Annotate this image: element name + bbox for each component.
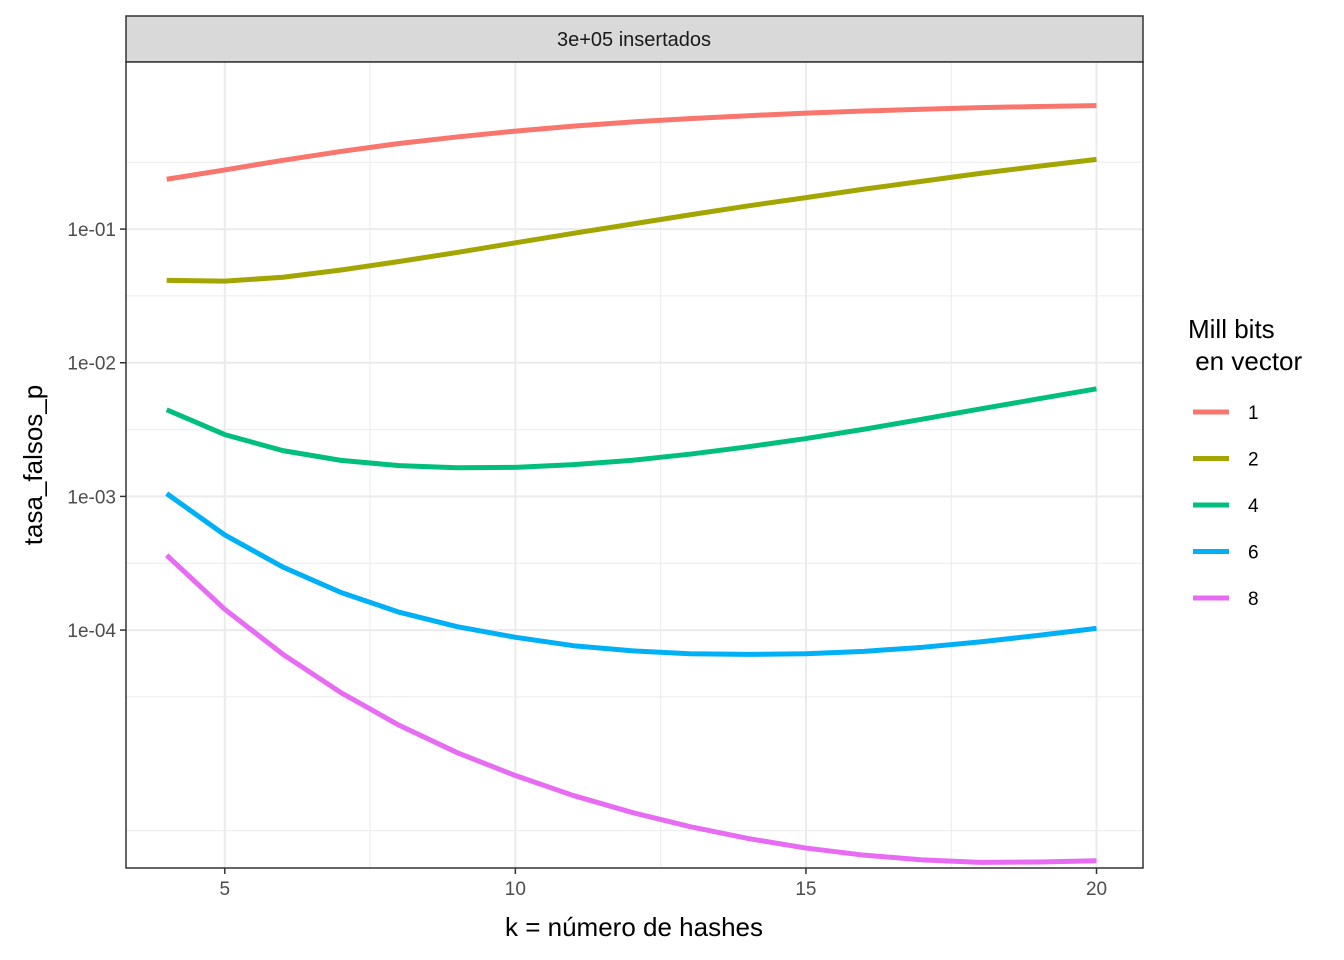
legend-label-6: 6	[1248, 543, 1259, 564]
y-axis-title: tasa_falsos_p	[18, 385, 48, 545]
legend-label-4: 4	[1248, 496, 1259, 517]
legend: Mill bits en vector 1 2 4 6 8	[1188, 314, 1303, 610]
x-tick-label: 15	[795, 879, 816, 900]
x-axis-title: k = número de hashes	[505, 912, 763, 942]
facet-strip-label: 3e+05 insertados	[557, 29, 711, 51]
y-tick-label: 1e-01	[67, 220, 116, 241]
series-line-1	[166, 103, 1097, 182]
plot-panel-border	[125, 61, 1144, 869]
plot-panel	[126, 62, 1143, 868]
legend-label-8: 8	[1248, 589, 1259, 610]
series-line-4	[165, 386, 1097, 471]
x-tick-label: 20	[1086, 879, 1107, 900]
x-axis: 5 10 15 20	[220, 868, 1107, 900]
major-gridlines	[126, 62, 1143, 868]
y-tick-label: 1e-03	[67, 487, 116, 508]
legend-title-line2: en vector	[1188, 346, 1303, 376]
y-tick-label: 1e-02	[67, 354, 116, 375]
series-line-6	[165, 491, 1097, 657]
x-tick-label: 10	[505, 879, 526, 900]
y-tick-label: 1e-04	[67, 621, 116, 642]
legend-items: 1 2 4 6 8	[1193, 403, 1259, 610]
legend-title-line1: Mill bits	[1188, 314, 1275, 344]
x-tick-label: 5	[220, 879, 231, 900]
series-line-8	[164, 553, 1097, 865]
series-line-2	[166, 156, 1097, 284]
minor-gridlines	[126, 62, 1143, 868]
legend-label-2: 2	[1248, 450, 1259, 471]
facet-strip	[125, 15, 1144, 63]
legend-label-1: 1	[1248, 403, 1259, 424]
series-lines	[164, 103, 1097, 865]
y-axis: 1e-01 1e-02 1e-03 1e-04	[67, 220, 126, 642]
